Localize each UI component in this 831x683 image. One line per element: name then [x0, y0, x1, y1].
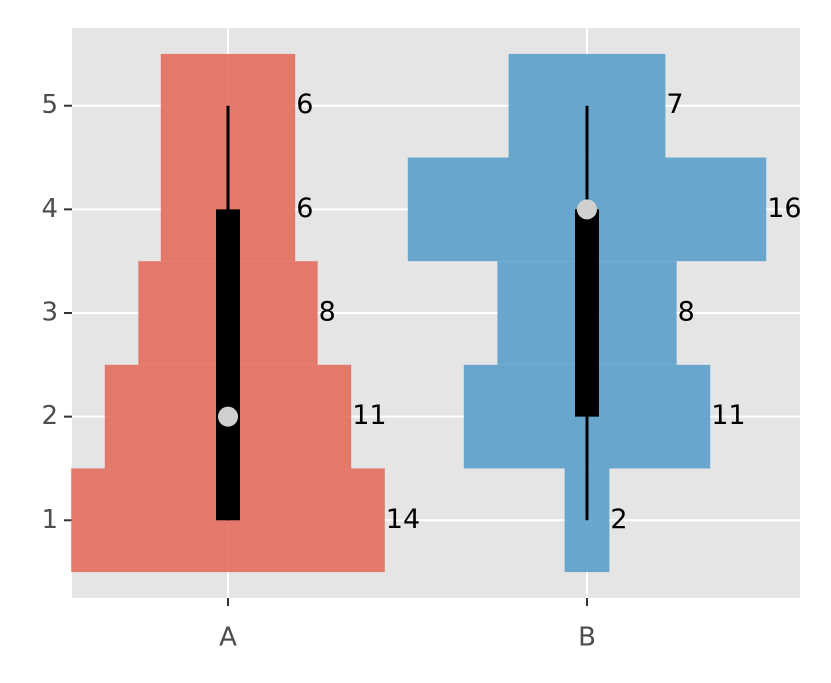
value-label: 7: [666, 89, 683, 120]
value-label: 14: [386, 504, 420, 535]
box: [575, 209, 599, 417]
value-label: 11: [352, 400, 386, 431]
x-tick-label: A: [219, 623, 237, 653]
value-label: 8: [319, 297, 336, 328]
median: [218, 406, 238, 427]
median: [577, 199, 597, 220]
y-tick-label: 3: [41, 298, 58, 328]
x-tick-label: B: [578, 623, 596, 653]
value-label: 8: [678, 297, 695, 328]
value-label: 16: [767, 193, 801, 224]
value-label: 6: [296, 193, 313, 224]
value-label: 6: [296, 89, 313, 120]
y-tick-label: 2: [41, 401, 58, 431]
y-tick-label: 5: [41, 90, 58, 120]
box: [216, 209, 240, 521]
y-tick-label: 4: [41, 194, 58, 224]
value-label: 11: [711, 400, 745, 431]
value-label: 2: [610, 504, 627, 535]
y-tick-label: 1: [41, 505, 58, 535]
